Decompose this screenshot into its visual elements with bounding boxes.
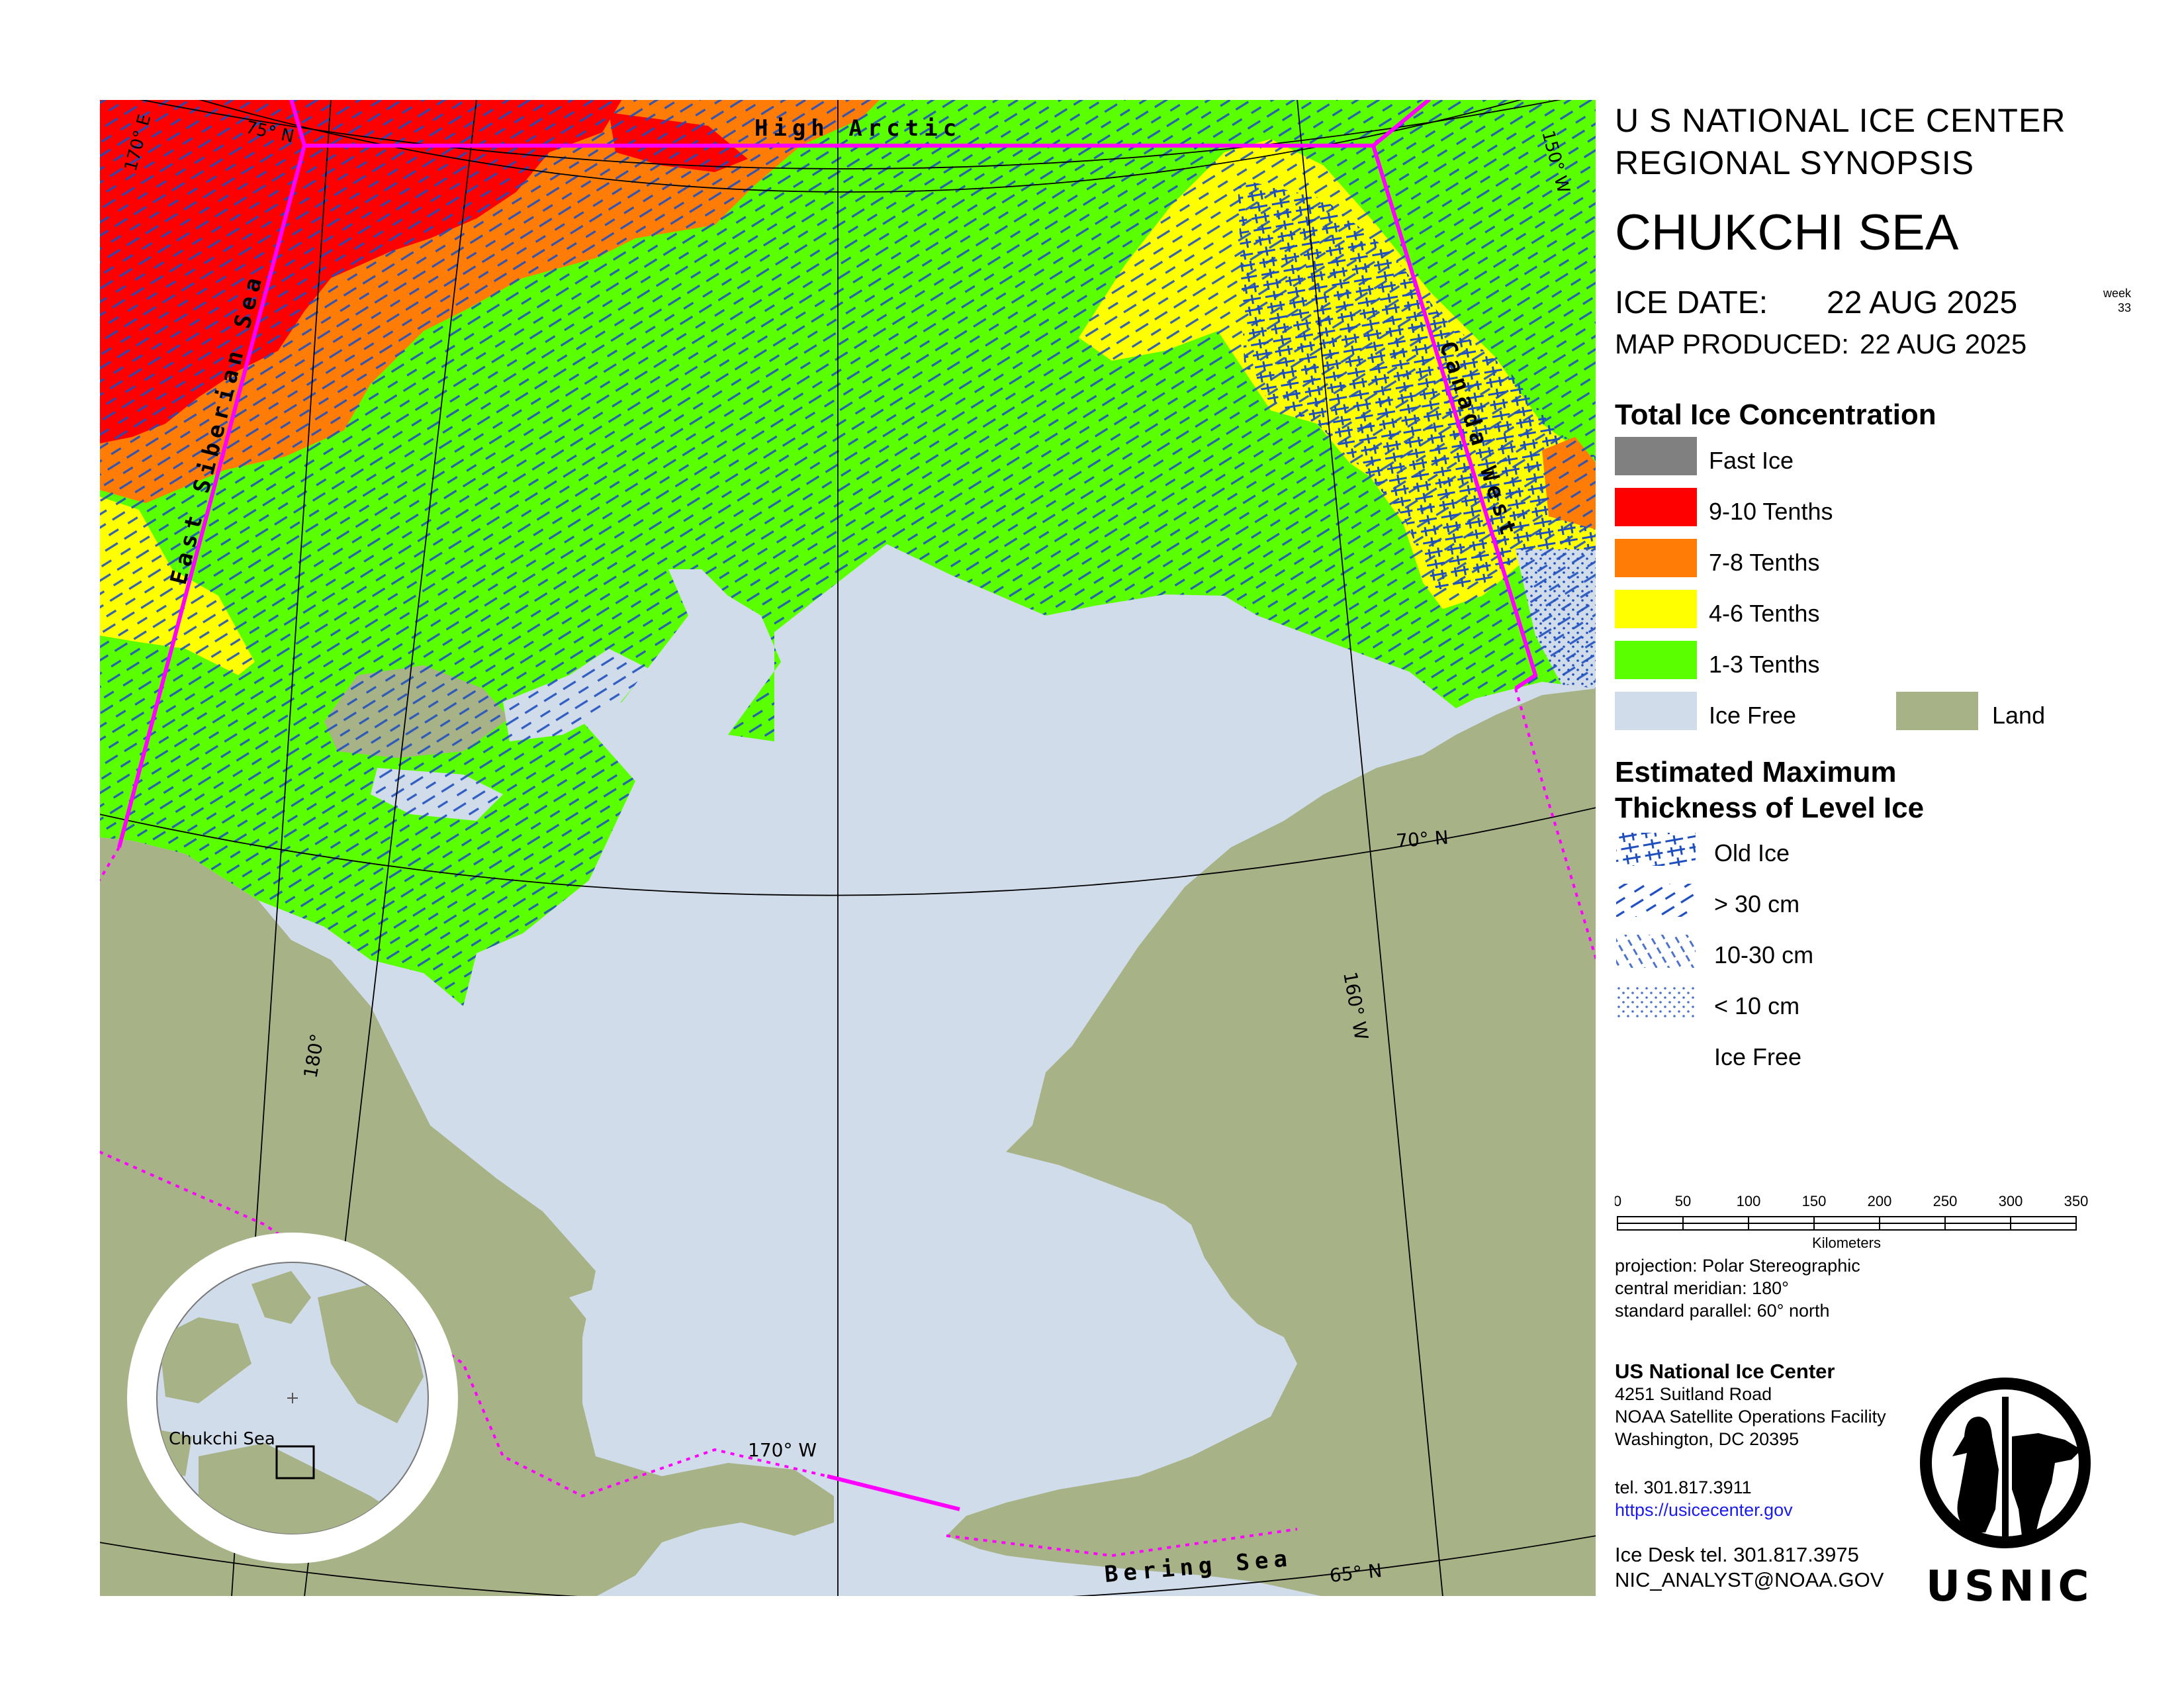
- swatch-fast-ice: [1615, 437, 1697, 475]
- scale-unit: Kilometers: [1812, 1235, 1881, 1251]
- organization-address: US National Ice Center 4251 Suitland Roa…: [1615, 1360, 1886, 1450]
- agency-title: U S NATIONAL ICE CENTER REGIONAL SYNOPSI…: [1615, 102, 2066, 181]
- ice-date-value: 22 AUG 2025: [1827, 285, 2018, 320]
- dot-pattern-icon: [1616, 986, 1696, 1019]
- dash-pattern-icon: [1616, 884, 1696, 917]
- label-70n: 70° N: [1395, 827, 1449, 852]
- ice-date-label: ICE DATE:: [1615, 285, 1768, 320]
- swatch-4-6-tenths: [1615, 590, 1697, 628]
- scale-tick-label: 350: [2064, 1193, 2089, 1209]
- thickness-label-10-30cm: 10-30 cm: [1714, 941, 1814, 968]
- legend-label-1-3-tenths: 1-3 Tenths: [1709, 651, 1820, 678]
- label-high-arctic: High Arctic: [754, 115, 962, 142]
- legend-panel: U S NATIONAL ICE CENTER REGIONAL SYNOPSI…: [1614, 99, 2171, 1622]
- thickness-label-under-10cm: < 10 cm: [1714, 992, 1800, 1019]
- graticule: [99, 99, 1596, 1597]
- scale-tick-label: 50: [1675, 1193, 1691, 1209]
- thickness-label-old-ice: Old Ice: [1714, 839, 1790, 867]
- swatch-land: [1896, 692, 1978, 730]
- projection-info: projection: Polar Stereographic central …: [1615, 1256, 1860, 1321]
- inset-locator-globe: Chukchi Sea: [127, 1233, 458, 1564]
- scale-tick-label: 150: [1802, 1193, 1827, 1209]
- legend-label-4-6-tenths: 4-6 Tenths: [1709, 600, 1820, 627]
- week-badge: week 33: [2103, 287, 2131, 314]
- hatch-pattern-icon: [1616, 935, 1696, 968]
- email-address[interactable]: NIC_ANALYST@NOAA.GOV: [1615, 1568, 1884, 1591]
- legend-label-7-8-tenths: 7-8 Tenths: [1709, 549, 1820, 576]
- scale-tick-label: 250: [1933, 1193, 1958, 1209]
- land-alaska: [946, 688, 1596, 1597]
- scale-tick-label: 0: [1615, 1193, 1621, 1209]
- map-produced-label: MAP PRODUCED:: [1615, 328, 1849, 359]
- legend-label-ice-free: Ice Free: [1709, 702, 1797, 729]
- usnic-logo-icon: [1920, 1378, 2091, 1548]
- inset-label-chukchi-sea: Chukchi Sea: [169, 1429, 275, 1449]
- org-name: US National Ice Center: [1615, 1360, 1835, 1383]
- old-ice-pattern-icon: [1616, 833, 1696, 866]
- swatch-9-10-tenths: [1615, 488, 1697, 526]
- ice-desk-info: Ice Desk tel. 301.817.3975 NIC_ANALYST@N…: [1615, 1543, 1884, 1591]
- scale-tick-label: 300: [1999, 1193, 2023, 1209]
- region-title: CHUKCHI SEA: [1615, 205, 1959, 261]
- region-boundaries: [99, 99, 1596, 1558]
- legend-label-land: Land: [1992, 702, 2046, 729]
- contact-info: tel. 301.817.3911 https://usicecenter.go…: [1615, 1476, 1793, 1521]
- map-produced-value: 22 AUG 2025: [1860, 328, 2027, 359]
- swatch-ice-free: [1615, 692, 1697, 730]
- thickness-label-ice-free: Ice Free: [1714, 1043, 1802, 1070]
- label-170w: 170° W: [748, 1439, 817, 1461]
- thickness-label-over-30cm: > 30 cm: [1714, 890, 1800, 917]
- tel-number: tel. 301.817.3911: [1615, 1477, 1752, 1497]
- swatch-1-3-tenths: [1615, 641, 1697, 679]
- scale-tick-label: 200: [1868, 1193, 1892, 1209]
- thickness-over-30cm-area: [99, 99, 1596, 1006]
- swatch-7-8-tenths: [1615, 539, 1697, 577]
- usnic-logo-text: USNIC: [1926, 1562, 2093, 1611]
- concentration-legend-title: Total Ice Concentration: [1615, 399, 1936, 431]
- website-link[interactable]: https://usicecenter.gov: [1615, 1500, 1793, 1520]
- scale-tick-label: 100: [1737, 1193, 1761, 1209]
- legend-label-9-10-tenths: 9-10 Tenths: [1709, 498, 1833, 525]
- inset-area-box: [275, 1445, 315, 1479]
- scale-bar: 0 50 100 150 200 250 300 350 Kilometers: [1614, 1185, 2105, 1258]
- legend-label-fast-ice: Fast Ice: [1709, 447, 1794, 474]
- thickness-legend-title: Estimated Maximum Thickness of Level Ice: [1615, 756, 1925, 824]
